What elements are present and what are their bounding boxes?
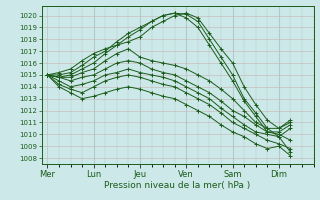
X-axis label: Pression niveau de la mer( hPa ): Pression niveau de la mer( hPa ) <box>104 181 251 190</box>
